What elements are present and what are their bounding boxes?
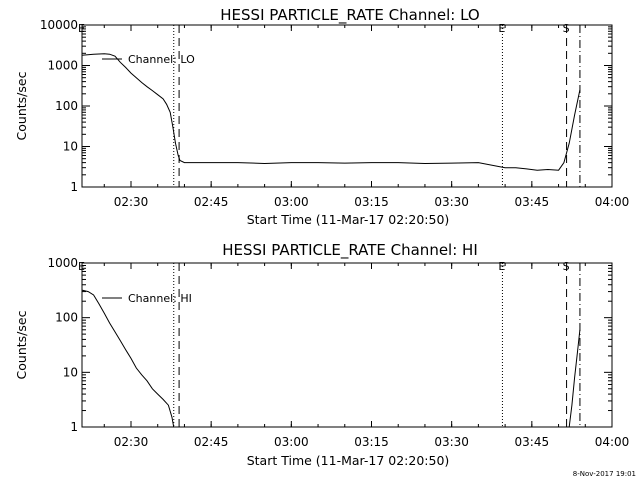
y-axis-label-lo: Counts/sec: [14, 71, 29, 140]
y-tick-label: 100: [55, 311, 78, 325]
y-tick-label: 10: [63, 140, 78, 154]
y-axis-label-hi: Counts/sec: [14, 310, 29, 379]
x-axis-label-lo: Start Time (11-Mar-17 02:20:50): [247, 212, 450, 227]
timestamp-footer: 8-Nov-2017 19:01: [573, 470, 636, 478]
chart-title-lo: HESSI PARTICLE_RATE Channel: LO: [220, 6, 479, 25]
count-rate-series-line: [81, 53, 581, 171]
y-tick-label: 10: [63, 365, 78, 379]
x-tick-label: 04:00: [595, 435, 630, 449]
y-tick-label: 1: [70, 180, 78, 194]
plot-frame-hi: [81, 262, 613, 428]
legend-label-hi: Channel: HI: [128, 292, 192, 305]
x-tick-label: 02:45: [194, 435, 229, 449]
lo-channel-panel: HESSI PARTICLE_RATE Channel: LO Start Ti…: [14, 6, 629, 227]
y-tick-label: 1000: [47, 256, 78, 270]
legend-label-lo: Channel: LO: [128, 53, 195, 66]
x-tick-label: 03:30: [434, 195, 469, 209]
x-axis-label-hi: Start Time (11-Mar-17 02:20:50): [247, 453, 450, 468]
time-marker-label: S: [563, 260, 570, 273]
x-tick-label: 04:00: [595, 195, 630, 209]
y-tick-label: 10000: [40, 18, 78, 32]
axis-ticks-hi: 02:30 02:45 03:00 03:15 03:30 03:45 04:00 1 10 10…: [47, 256, 629, 449]
count-rate-series-line: [568, 329, 581, 428]
time-marker-label: E: [498, 260, 505, 273]
x-tick-label: 02:30: [114, 195, 149, 209]
x-tick-label: 03:45: [515, 195, 550, 209]
x-tick-label: 02:30: [114, 435, 149, 449]
axis-ticks-lo: 02:30 02:45 03:00 03:15 03:30 03:45 04:00 1 10 10…: [40, 18, 629, 209]
count-rate-series-line: [81, 289, 175, 428]
x-tick-label: 03:15: [354, 435, 389, 449]
x-tick-label: 03:30: [434, 435, 469, 449]
time-marker-label: E: [498, 22, 505, 35]
y-tick-label: 1: [70, 420, 78, 434]
y-tick-label: 1000: [47, 59, 78, 73]
chart-title-hi: HESSI PARTICLE_RATE Channel: HI: [222, 241, 478, 260]
time-marker-label: S: [563, 22, 570, 35]
series-lo: [81, 53, 581, 171]
x-tick-label: 03:00: [274, 435, 309, 449]
x-tick-label: 03:15: [354, 195, 389, 209]
y-tick-label: 100: [55, 99, 78, 113]
time-marker-label: E: [78, 260, 85, 273]
hi-channel-panel: HESSI PARTICLE_RATE Channel: HI Start Ti…: [14, 241, 629, 468]
x-tick-label: 02:45: [194, 195, 229, 209]
x-tick-label: 03:45: [515, 435, 550, 449]
x-tick-label: 03:00: [274, 195, 309, 209]
time-marker-label: E: [78, 22, 85, 35]
series-hi: [81, 289, 581, 428]
